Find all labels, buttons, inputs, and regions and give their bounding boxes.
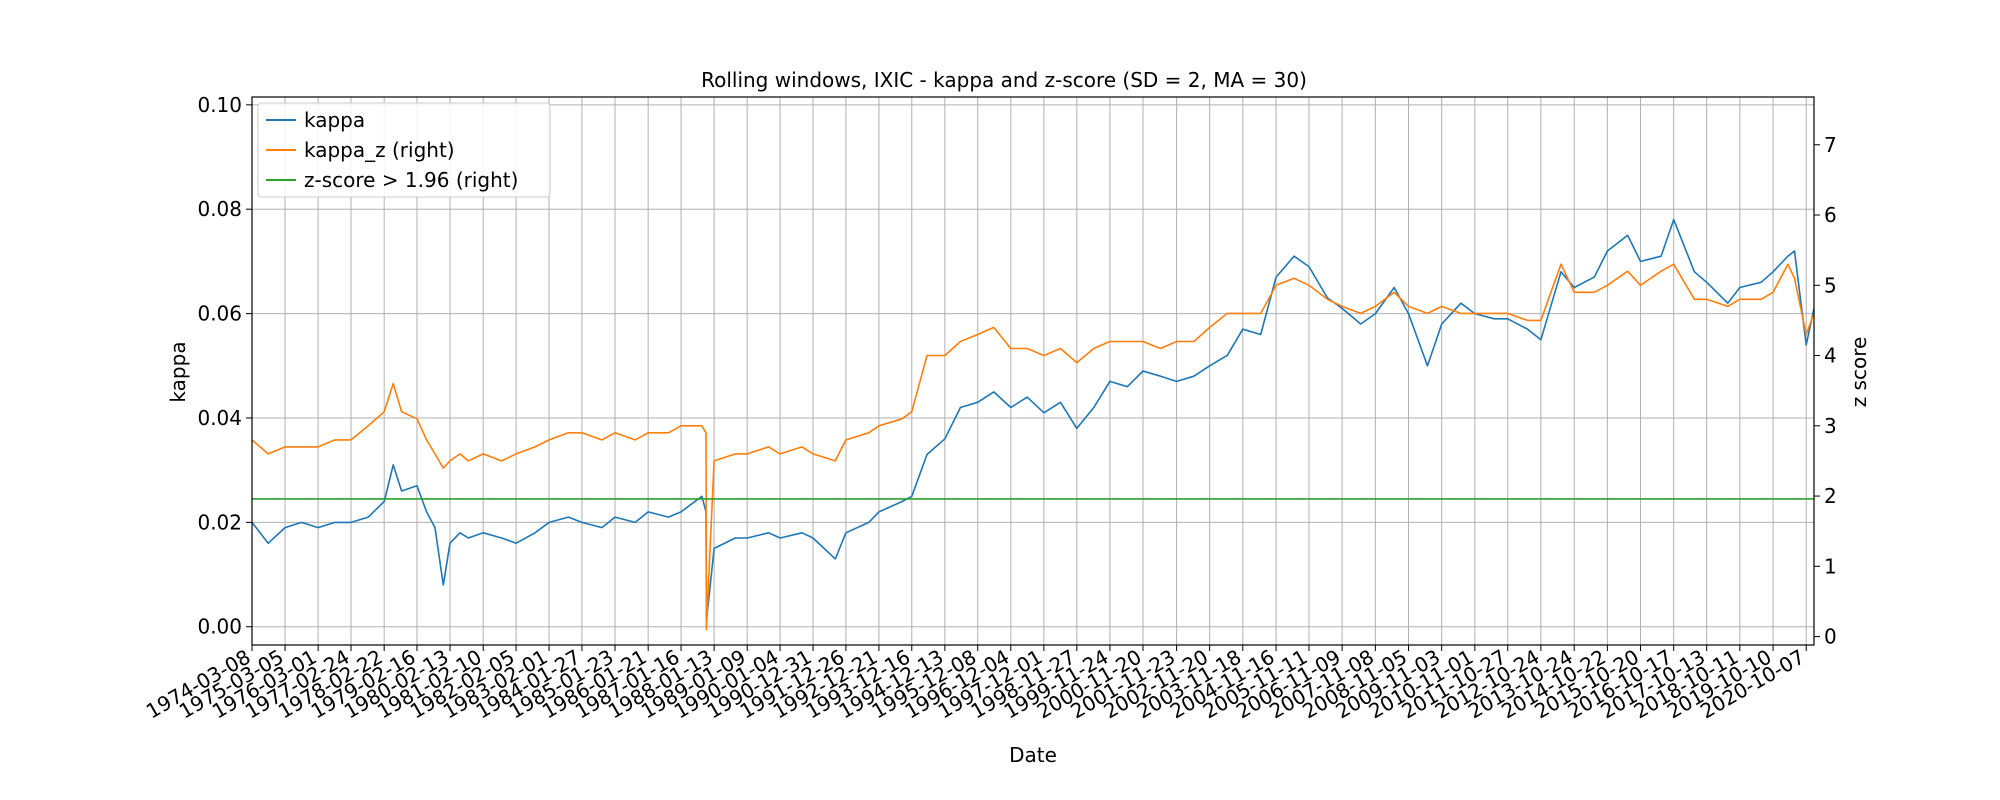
plot-frame — [251, 96, 1815, 646]
chart-title: Rolling windows, IXIC - kappa and z-scor… — [701, 68, 1307, 92]
y-axis-right-title: z score — [1847, 337, 1871, 408]
series-kappa-line — [251, 218, 1815, 623]
legend-label-kappa: kappa — [304, 108, 365, 132]
y-axis-left: 0.00 0.02 0.04 0.06 0.08 0.10 — [197, 93, 252, 639]
y-left-tick-label: 0.10 — [197, 93, 242, 117]
y-right-tick-label: 7 — [1824, 133, 1837, 157]
series-layer — [251, 218, 1815, 631]
y-left-tick-label: 0.04 — [197, 406, 242, 430]
x-axis: 1974-03-081975-03-051976-03-011977-02-24… — [142, 645, 1809, 724]
y-left-tick-label: 0.06 — [197, 302, 242, 326]
y-right-tick-label: 4 — [1824, 344, 1837, 368]
y-left-tick-label: 0.02 — [197, 510, 242, 534]
y-right-tick-label: 2 — [1824, 484, 1837, 508]
y-left-tick-label: 0.00 — [197, 615, 242, 639]
y-left-tick-label: 0.08 — [197, 197, 242, 221]
legend-label-kappa-z: kappa_z (right) — [304, 138, 455, 162]
x-axis-title: Date — [1009, 743, 1057, 767]
y-right-tick-label: 1 — [1824, 554, 1837, 578]
legend-label-z-threshold: z-score > 1.96 (right) — [304, 168, 518, 192]
series-kappa-z-line — [251, 263, 1815, 631]
y-right-tick-label: 3 — [1824, 414, 1837, 438]
y-axis-right: 0 1 2 3 4 5 6 7 — [1814, 133, 1837, 649]
y-right-tick-label: 0 — [1824, 625, 1837, 649]
y-axis-left-title: kappa — [166, 341, 190, 402]
legend: kappa kappa_z (right) z-score > 1.96 (ri… — [257, 102, 551, 198]
legend-box — [257, 102, 551, 198]
y-right-tick-label: 6 — [1824, 203, 1837, 227]
y-right-tick-label: 5 — [1824, 273, 1837, 297]
